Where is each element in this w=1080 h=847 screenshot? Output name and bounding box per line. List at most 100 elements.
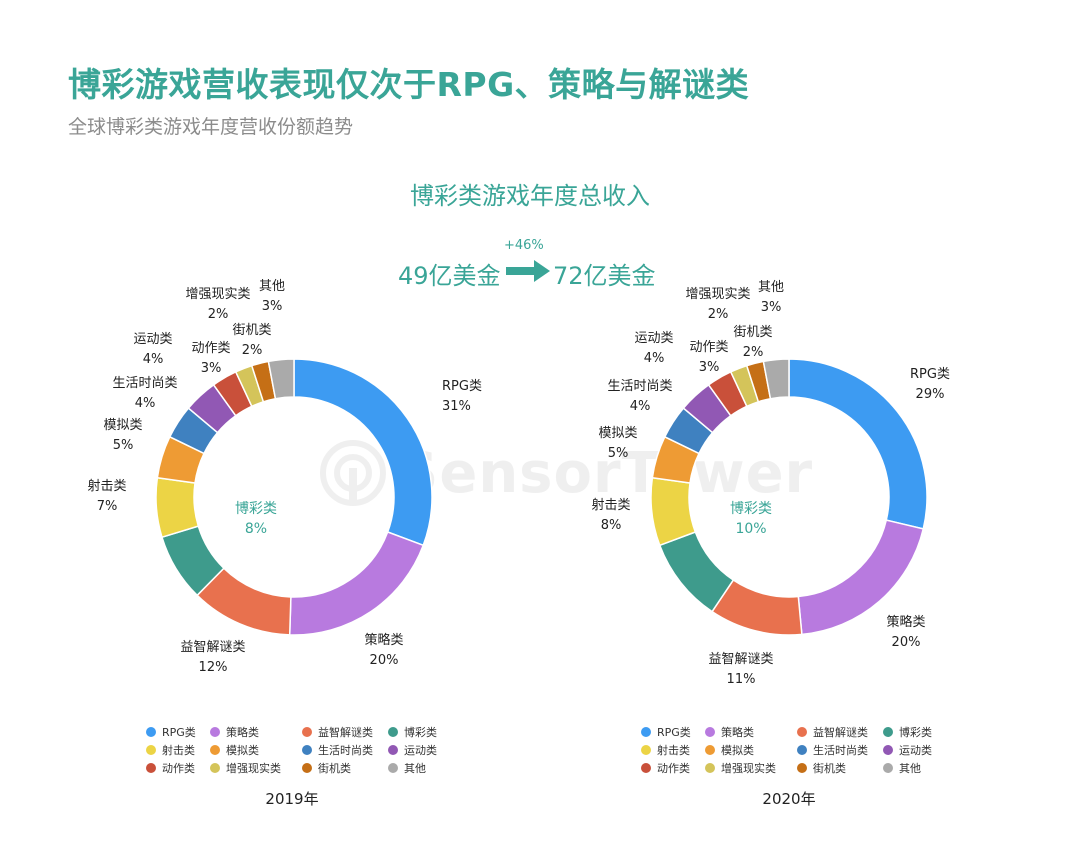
slice-label-模拟类: 模拟类 5% xyxy=(598,426,637,461)
legend-label: 其他 xyxy=(899,761,921,775)
legend-2020: RPG类 策略类 益智解谜类 博彩类射击类 模拟类 生活时尚类 运动类动作类 增强现实类 街机类… xyxy=(641,724,953,775)
legend-swatch xyxy=(883,726,893,737)
center-label-0: 博彩类 8% xyxy=(235,500,277,537)
legend-item: 动作类 xyxy=(146,760,210,775)
revenue-2020: 72亿美金 xyxy=(553,262,656,290)
legend-swatch xyxy=(883,762,893,773)
slice-label-射击类: 射击类 7% xyxy=(87,478,126,514)
slice-射击类 xyxy=(155,476,200,539)
slice-label-生活时尚类: 生活时尚类 4% xyxy=(112,376,177,411)
slice-label-射击类: 射击类 8% xyxy=(591,497,630,533)
legend-label: 街机类 xyxy=(318,761,351,775)
slice-label-街机类: 街机类 2% xyxy=(733,325,772,360)
page-title: 博彩游戏营收表现仅次于RPG、策略与解谜类 xyxy=(68,65,750,104)
legend-item: 动作类 xyxy=(641,760,705,775)
slice-label-其他: 其他 3% xyxy=(259,279,285,314)
legend-swatch xyxy=(388,762,398,773)
legend-item: 其他 xyxy=(388,760,458,775)
legend-item: 益智解谜类 xyxy=(302,724,388,739)
legend-label: 博彩类 xyxy=(899,725,932,739)
slice-label-模拟类: 模拟类 5% xyxy=(103,418,142,453)
legend-swatch xyxy=(388,744,398,755)
slice-label-策略类: 策略类 20% xyxy=(886,614,925,650)
legend-label: 街机类 xyxy=(813,761,846,775)
slice-label-运动类: 运动类 4% xyxy=(634,331,673,366)
legend-item: 运动类 xyxy=(388,742,458,757)
legend-label: RPG类 xyxy=(657,725,691,739)
center-label-1: 博彩类 10% xyxy=(730,500,772,537)
legend-swatch xyxy=(641,726,651,737)
legend-label: 益智解谜类 xyxy=(813,725,868,739)
slice-射击类 xyxy=(650,476,697,547)
legend-swatch xyxy=(388,726,398,737)
legend-swatch xyxy=(705,762,715,773)
slice-RPG类 xyxy=(788,358,928,530)
slice-label-其他: 其他 3% xyxy=(758,280,784,315)
legend-swatch xyxy=(641,762,651,773)
legend-swatch xyxy=(883,744,893,755)
legend-swatch xyxy=(797,744,807,755)
growth-percent: +46% xyxy=(504,238,544,253)
slice-label-运动类: 运动类 4% xyxy=(133,332,172,367)
slice-策略类 xyxy=(288,531,425,636)
slice-其他 xyxy=(267,358,295,400)
slice-label-街机类: 街机类 2% xyxy=(232,323,271,358)
slice-RPG类 xyxy=(293,358,433,547)
legend-item: 益智解谜类 xyxy=(797,724,883,739)
legend-label: 模拟类 xyxy=(721,743,754,757)
legend-swatch xyxy=(641,744,651,755)
legend-item: 模拟类 xyxy=(210,742,302,757)
slice-label-动作类: 动作类 3% xyxy=(191,341,230,376)
legend-item: 生活时尚类 xyxy=(797,742,883,757)
slice-label-益智解谜类: 益智解谜类 12% xyxy=(180,640,245,675)
legend-item: RPG类 xyxy=(146,724,210,739)
legend-label: 增强现实类 xyxy=(721,761,776,775)
legend-label: RPG类 xyxy=(162,725,196,739)
legend-swatch xyxy=(210,762,220,773)
slice-label-增强现实类: 增强现实类 2% xyxy=(185,287,250,322)
legend-swatch xyxy=(797,726,807,737)
year-label-2019: 2019年 xyxy=(265,790,319,808)
legend-label: 策略类 xyxy=(226,725,259,739)
legend-swatch xyxy=(146,744,156,755)
legend-label: 策略类 xyxy=(721,725,754,739)
legend-item: 模拟类 xyxy=(705,742,797,757)
slice-其他 xyxy=(762,358,790,400)
legend-label: 模拟类 xyxy=(226,743,259,757)
legend-label: 生活时尚类 xyxy=(318,743,373,757)
legend-swatch xyxy=(705,726,715,737)
page-subtitle: 全球博彩类游戏年度营收份额趋势 xyxy=(68,116,354,138)
legend-item: 街机类 xyxy=(302,760,388,775)
legend-item: 街机类 xyxy=(797,760,883,775)
legend-item: 运动类 xyxy=(883,742,953,757)
legend-label: 运动类 xyxy=(899,743,932,757)
legend-swatch xyxy=(302,726,312,737)
legend-swatch xyxy=(146,726,156,737)
slice-label-RPG类: RPG类 31% xyxy=(442,379,482,414)
legend-item: 其他 xyxy=(883,760,953,775)
legend-label: 动作类 xyxy=(162,761,195,775)
legend-label: 运动类 xyxy=(404,743,437,757)
revenue-2019: 49亿美金 xyxy=(398,262,501,290)
slice-label-益智解谜类: 益智解谜类 11% xyxy=(708,652,773,687)
legend-2019: RPG类 策略类 益智解谜类 博彩类 射击类 模拟类 生活时尚类 运动类 动作类 增强现实类 街机类… xyxy=(146,724,458,775)
legend-swatch xyxy=(302,744,312,755)
legend-swatch xyxy=(210,726,220,737)
slice-label-动作类: 动作类 3% xyxy=(689,340,728,375)
legend-swatch xyxy=(797,762,807,773)
legend-item: 策略类 xyxy=(705,724,797,739)
legend-label: 其他 xyxy=(404,761,426,775)
legend-item: 博彩类 xyxy=(883,724,953,739)
legend-item: 射击类 xyxy=(641,742,705,757)
legend-label: 博彩类 xyxy=(404,725,437,739)
slice-label-生活时尚类: 生活时尚类 4% xyxy=(607,379,672,414)
legend-label: 动作类 xyxy=(657,761,690,775)
legend-item: 增强现实类 xyxy=(705,760,797,775)
legend-label: 射击类 xyxy=(162,743,195,757)
legend-label: 射击类 xyxy=(657,743,690,757)
legend-item: 生活时尚类 xyxy=(302,742,388,757)
legend-item: 策略类 xyxy=(210,724,302,739)
legend-label: 生活时尚类 xyxy=(813,743,868,757)
legend-item: 射击类 xyxy=(146,742,210,757)
legend-item: 博彩类 xyxy=(388,724,458,739)
